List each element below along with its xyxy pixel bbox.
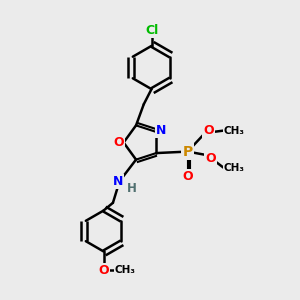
Text: O: O [113, 136, 124, 149]
Text: H: H [127, 182, 137, 195]
Text: CH₃: CH₃ [224, 163, 245, 173]
Text: O: O [98, 263, 109, 277]
Text: Cl: Cl [145, 24, 158, 37]
Text: O: O [182, 170, 193, 183]
Text: N: N [113, 175, 123, 188]
Text: CH₃: CH₃ [115, 265, 136, 275]
Text: P: P [182, 145, 193, 159]
Text: O: O [203, 124, 214, 137]
Text: N: N [156, 124, 167, 137]
Text: O: O [206, 152, 216, 165]
Text: CH₃: CH₃ [224, 126, 245, 136]
